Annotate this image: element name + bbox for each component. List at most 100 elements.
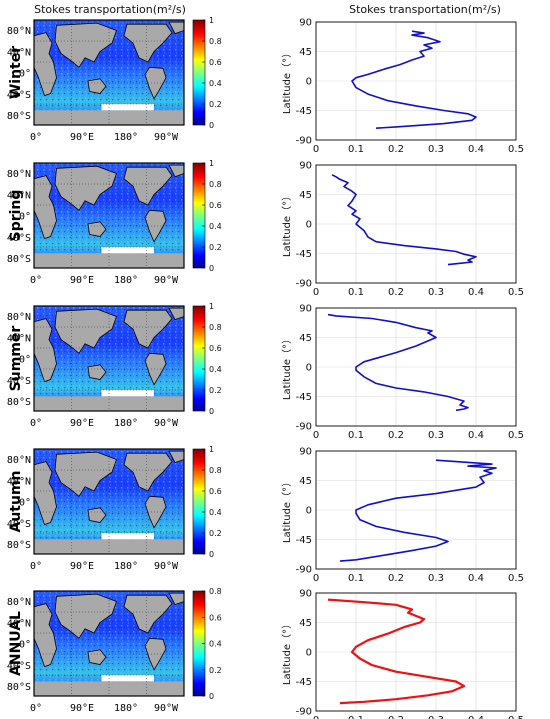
map-frame <box>33 590 185 697</box>
colorbar: 0.8 0.6 0.4 0.2 0 <box>192 587 222 701</box>
profile-x-tick: 0 <box>313 573 319 584</box>
map-lon-tick: 90°E <box>70 132 94 143</box>
profile-line-summer <box>327 313 469 412</box>
colorbar-tick-label: 0.4 <box>209 222 222 231</box>
profile-x-tick: 0.2 <box>388 715 404 719</box>
profile-line-spring <box>331 174 477 266</box>
colorbar-tick-label: 1 <box>209 159 214 168</box>
profile-x-tick: 0.1 <box>348 715 364 719</box>
world-map: 80°N 40°N 0° 40°S 80°S 0° 90°E 180° 90°W <box>7 162 185 286</box>
map-lat-tick: 40°N <box>7 618 31 629</box>
profile-x-tick: 0.4 <box>468 144 484 155</box>
map-lon-tick: 90°W <box>154 703 179 714</box>
map-lat-tick: 80°N <box>7 455 31 466</box>
profile-y-tick: 0 <box>306 648 312 659</box>
profile-y-tick: 90 <box>299 304 312 315</box>
map-lon-tick: 90°W <box>154 275 179 286</box>
colorbar-tick-label: 0.2 <box>209 666 222 675</box>
profile-y-tick: 45 <box>299 618 312 629</box>
profile-y-label: Latitude（°） <box>281 477 293 543</box>
map-lon-tick: 90°W <box>154 561 179 572</box>
map-lat-tick: 80°S <box>7 397 31 408</box>
continent-0 <box>33 318 57 383</box>
panel-spring: 80°N 40°N 0° 40°S 80°S 0° 90°E 180° 90°W Spring 1 0… <box>7 159 524 298</box>
sea-ice <box>101 390 154 397</box>
map-lat-tick: 80°S <box>7 540 31 551</box>
map-lat-tick: 0° <box>19 355 31 366</box>
map-lat-tick: 80°S <box>7 682 31 693</box>
map-lon-tick: 90°E <box>70 275 94 286</box>
map-lon-tick: 90°E <box>70 703 94 714</box>
colorbar-tick-label: 0.2 <box>209 386 222 395</box>
map-lon-tick: 0° <box>30 132 42 143</box>
season-label: Summer <box>8 326 24 392</box>
profile-x-tick: 0.3 <box>428 715 444 719</box>
map-lat-tick: 80°N <box>7 26 31 37</box>
map-lat-tick: 40°N <box>7 47 31 58</box>
profile-x-tick: 0.2 <box>388 430 404 441</box>
colorbar-tick-label: 0.8 <box>209 323 222 332</box>
map-lon-tick: 90°W <box>154 132 179 143</box>
profile-y-tick: 45 <box>299 476 312 487</box>
continent-4 <box>144 495 167 529</box>
profile-y-tick: -90 <box>296 707 312 718</box>
season-label: Winter <box>8 46 24 99</box>
sea-ice <box>101 675 154 682</box>
colorbar-tick-label: 0 <box>209 121 214 130</box>
map-lat-tick: 40°S <box>7 661 31 672</box>
map-lat-tick: 0° <box>19 212 31 223</box>
map-frame <box>33 448 185 555</box>
profile-y-tick: -90 <box>296 279 312 290</box>
colorbar-tick-label: 0 <box>209 264 214 273</box>
colorbar-tick-label: 0.4 <box>209 640 222 649</box>
profile-y-tick: 0 <box>306 506 312 517</box>
panel-autumn: 80°N 40°N 0° 40°S 80°S 0° 90°E 180° 90°W Autumn 1 0… <box>7 445 524 584</box>
colorbar-tick-label: 0.2 <box>209 529 222 538</box>
continent-0 <box>33 603 57 668</box>
profile-y-label: Latitude（°） <box>281 334 293 400</box>
continent-3 <box>123 452 173 492</box>
left-column-title: Stokes transportation(m²/s) <box>34 3 186 16</box>
colorbar-tick-label: 0.4 <box>209 79 222 88</box>
profile-y-label: Latitude（°） <box>281 619 293 685</box>
profile-y-tick: -45 <box>296 106 312 117</box>
profile-line-annual <box>327 598 466 705</box>
profile-y-tick: 0 <box>306 220 312 231</box>
map-lat-tick: 40°N <box>7 333 31 344</box>
continent-0 <box>33 175 57 240</box>
profile-x-tick: 0.3 <box>428 430 444 441</box>
colorbar-tick-label: 0.8 <box>209 37 222 46</box>
latitude-profile: 0 0.1 0.2 0.3 0.4 0.5 90 45 0 -45 -90 Latitude（°） <box>281 161 524 299</box>
season-label: Spring <box>8 190 24 242</box>
profile-y-tick: 90 <box>299 18 312 29</box>
map-frame <box>33 305 185 412</box>
latitude-profile: 0 0.1 0.2 0.3 0.4 0.5 90 45 0 -45 -90 Latitude（°） <box>281 447 524 585</box>
season-label: Autumn <box>8 470 24 532</box>
map-lon-tick: 90°E <box>70 561 94 572</box>
map-lat-tick: 40°N <box>7 190 31 201</box>
profile-y-tick: 90 <box>299 161 312 172</box>
colorbar: 1 0.8 0.6 0.4 0.2 0 <box>192 16 222 130</box>
colorbar: 1 0.8 0.6 0.4 0.2 0 <box>192 159 222 273</box>
colorbar-tick-label: 0 <box>209 550 214 559</box>
map-lat-tick: 0° <box>19 498 31 509</box>
colorbar-gradient <box>192 19 206 126</box>
map-lon-tick: 180° <box>114 275 138 286</box>
continent-0 <box>33 461 57 526</box>
profile-y-label: Latitude（°） <box>281 48 293 114</box>
colorbar: 1 0.8 0.6 0.4 0.2 0 <box>192 302 222 416</box>
continent-3 <box>123 594 173 634</box>
continent-2 <box>87 507 107 523</box>
map-lon-tick: 90°E <box>70 418 94 429</box>
continent-1 <box>54 22 118 68</box>
profile-frame <box>315 592 517 712</box>
continent-4 <box>144 209 167 243</box>
season-label: ANNUAL <box>8 611 24 676</box>
colorbar-tick-label: 0.8 <box>209 587 222 596</box>
profile-x-tick: 0.2 <box>388 287 404 298</box>
map-lon-tick: 90°W <box>154 418 179 429</box>
map-lon-tick: 0° <box>30 418 42 429</box>
world-map: 80°N 40°N 0° 40°S 80°S 0° 90°E 180° 90°W <box>7 590 185 714</box>
map-lon-tick: 0° <box>30 561 42 572</box>
